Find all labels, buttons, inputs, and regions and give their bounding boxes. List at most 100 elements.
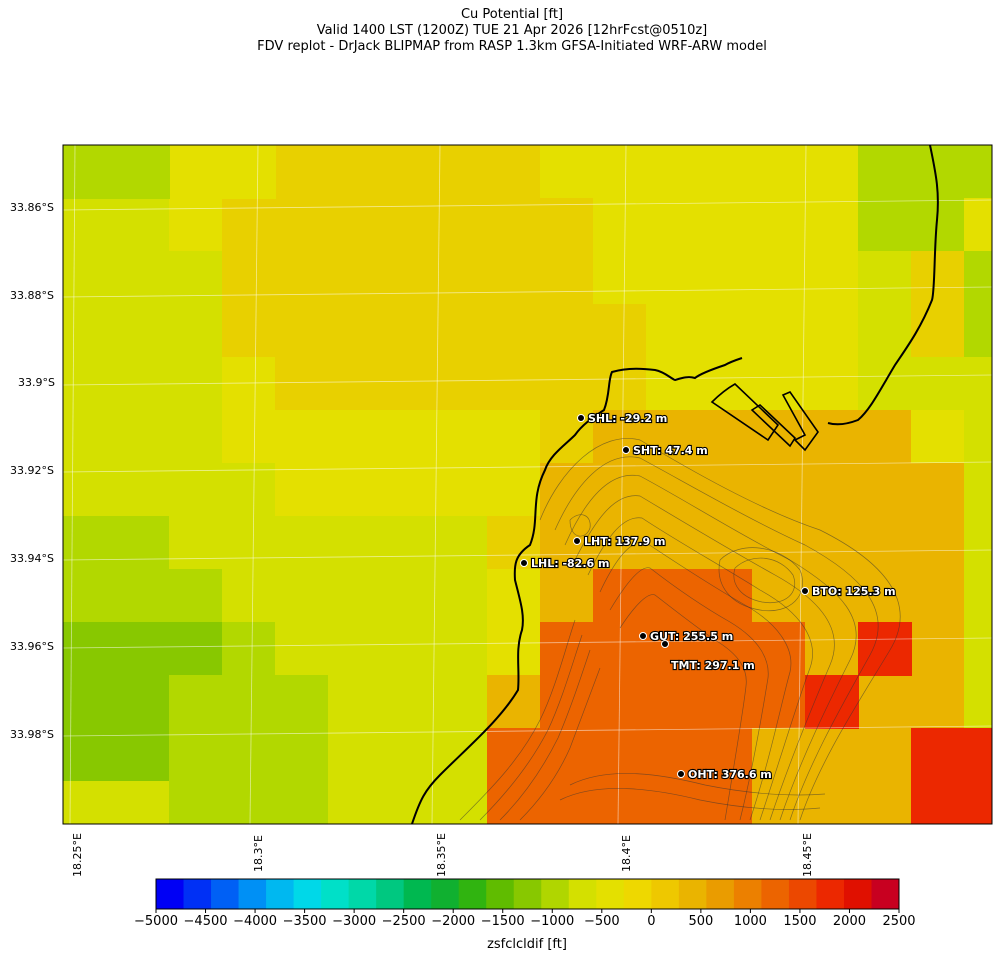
- map-cell: [116, 728, 170, 782]
- map-cell: [964, 622, 992, 676]
- map-cell: [805, 198, 859, 252]
- map-cell: [116, 569, 170, 623]
- map-cell: [593, 463, 647, 517]
- map-cell: [63, 198, 117, 252]
- station-label: LHT: 137.9 m: [584, 535, 665, 548]
- map-cell: [381, 622, 435, 676]
- map-cell: [169, 781, 223, 824]
- map-cell: [964, 781, 992, 824]
- colorbar-swatch: [623, 879, 652, 909]
- map-cell: [169, 675, 223, 729]
- map-cell: [540, 198, 594, 252]
- colorbar-tick-label: −5000: [134, 914, 178, 929]
- map-cell: [699, 410, 753, 464]
- map-cell: [328, 304, 382, 358]
- map-cell: [116, 675, 170, 729]
- colorbar-swatch: [871, 879, 900, 909]
- map-cell: [63, 145, 117, 199]
- colorbar-tick-label: 500: [688, 914, 714, 929]
- map-cell: [858, 675, 912, 729]
- map-cell: [911, 463, 965, 517]
- colorbar-tick-label: −500: [583, 914, 620, 929]
- map-cell: [434, 463, 488, 517]
- map-cell: [381, 675, 435, 729]
- map-cell: [858, 251, 912, 305]
- map-cell: [328, 145, 382, 199]
- map-cell: [328, 357, 382, 411]
- map-cell: [434, 569, 488, 623]
- map-cell: [540, 622, 594, 676]
- map-cell: [911, 357, 965, 411]
- colorbar-swatch: [733, 879, 762, 909]
- map-cell: [169, 304, 223, 358]
- colorbar-swatch: [376, 879, 405, 909]
- title-line-1: Cu Potential [ft]: [460, 7, 564, 22]
- map-cell: [63, 728, 117, 782]
- map-cell: [381, 516, 435, 570]
- map-cell: [434, 675, 488, 729]
- map-cell: [540, 516, 594, 570]
- map-cell: [858, 728, 912, 782]
- map-cell: [858, 516, 912, 570]
- map-cell: [964, 304, 992, 358]
- map-cell: [434, 410, 488, 464]
- map-cell: [964, 198, 992, 252]
- map-cell: [434, 622, 488, 676]
- map-cell: [63, 251, 117, 305]
- map-cell: [116, 198, 170, 252]
- coastline: [411, 145, 939, 824]
- map-cell: [911, 781, 965, 824]
- lat-label: 33.88°S: [10, 289, 54, 302]
- map-cell: [646, 516, 700, 570]
- map-cell: [646, 251, 700, 305]
- map-cell: [964, 675, 992, 729]
- map-cell: [487, 622, 541, 676]
- map-cell: [222, 516, 276, 570]
- map-cell: [487, 781, 541, 824]
- map-cell: [328, 463, 382, 517]
- map-cell: [858, 463, 912, 517]
- station-marker: [677, 770, 685, 778]
- map-cell: [169, 516, 223, 570]
- map-cell: [964, 463, 992, 517]
- map-cell: [487, 463, 541, 517]
- map-cell: [275, 410, 329, 464]
- terrain-contours: [459, 438, 901, 821]
- colorbar-swatch: [211, 879, 240, 909]
- map-cell: [487, 145, 541, 199]
- map-cell: [275, 145, 329, 199]
- map-cell: [381, 728, 435, 782]
- colorbar-tick-label: −4500: [183, 914, 228, 929]
- lat-label: 33.96°S: [10, 640, 54, 653]
- map-cell: [540, 145, 594, 199]
- station-label: TMT: 297.1 m: [671, 659, 755, 672]
- map-cell: [275, 781, 329, 824]
- colorbar-tick-label: −1500: [480, 914, 525, 929]
- map-cell: [222, 410, 276, 464]
- station-marker: [639, 632, 647, 640]
- map-cell: [858, 198, 912, 252]
- map-cell: [487, 198, 541, 252]
- map-cell: [328, 622, 382, 676]
- map-cell: [116, 516, 170, 570]
- colorbar-swatch: [403, 879, 432, 909]
- colorbar-swatch: [651, 879, 680, 909]
- map-cell: [275, 569, 329, 623]
- colorbar-swatch: [431, 879, 460, 909]
- map-cell: [222, 304, 276, 358]
- map-cell: [381, 198, 435, 252]
- map-cell: [858, 304, 912, 358]
- map-cell: [593, 304, 647, 358]
- colorbar-swatch: [238, 879, 267, 909]
- map-cell: [858, 781, 912, 824]
- map-cell: [328, 569, 382, 623]
- map-cell: [275, 251, 329, 305]
- map-cell: [805, 569, 859, 623]
- map-cell: [699, 304, 753, 358]
- map-cell: [169, 145, 223, 199]
- map-cell: [275, 622, 329, 676]
- map-cell: [752, 251, 806, 305]
- map-cell: [964, 569, 992, 623]
- map-cell: [646, 145, 700, 199]
